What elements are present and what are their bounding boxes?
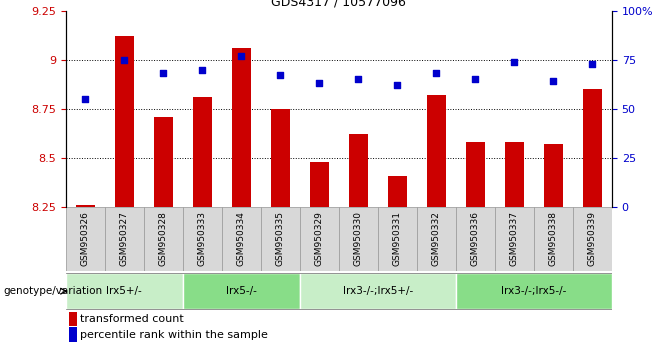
Bar: [495, 207, 534, 271]
Point: [314, 80, 324, 86]
Bar: [456, 273, 612, 309]
Bar: [232, 48, 251, 207]
Text: GSM950329: GSM950329: [315, 211, 324, 267]
Bar: [153, 117, 173, 207]
Point: [80, 96, 91, 102]
Bar: [466, 142, 485, 207]
Bar: [66, 273, 183, 309]
Bar: [300, 207, 339, 271]
Text: lrx3-/-;lrx5-/-: lrx3-/-;lrx5-/-: [501, 286, 567, 296]
Bar: [456, 207, 495, 271]
Point: [158, 71, 168, 76]
Point: [470, 76, 480, 82]
Text: lrx3-/-;lrx5+/-: lrx3-/-;lrx5+/-: [343, 286, 413, 296]
Text: GSM950338: GSM950338: [549, 211, 558, 267]
Point: [119, 57, 130, 63]
Text: GSM950333: GSM950333: [198, 211, 207, 267]
Point: [548, 79, 559, 84]
Bar: [339, 207, 378, 271]
Bar: [66, 207, 105, 271]
Text: genotype/variation: genotype/variation: [3, 286, 103, 296]
Point: [431, 71, 442, 76]
Point: [275, 73, 286, 78]
Bar: [378, 207, 417, 271]
Point: [236, 53, 247, 59]
Text: lrx5-/-: lrx5-/-: [226, 286, 257, 296]
Text: GSM950327: GSM950327: [120, 211, 129, 267]
Text: GSM950334: GSM950334: [237, 211, 246, 267]
Text: GSM950337: GSM950337: [510, 211, 519, 267]
Bar: [114, 36, 134, 207]
Bar: [300, 273, 456, 309]
Bar: [349, 135, 368, 207]
Bar: [193, 97, 212, 207]
Text: lrx5+/-: lrx5+/-: [107, 286, 142, 296]
Text: GSM950336: GSM950336: [471, 211, 480, 267]
Point: [392, 82, 403, 88]
Bar: [105, 207, 144, 271]
Bar: [583, 89, 602, 207]
Point: [353, 76, 364, 82]
Bar: [426, 95, 446, 207]
Text: GSM950328: GSM950328: [159, 211, 168, 267]
Point: [509, 59, 520, 64]
Point: [587, 61, 597, 67]
Bar: [310, 162, 329, 207]
Bar: [76, 205, 95, 207]
Text: GSM950335: GSM950335: [276, 211, 285, 267]
Bar: [534, 207, 573, 271]
Bar: [270, 109, 290, 207]
Bar: [144, 207, 183, 271]
Text: GSM950339: GSM950339: [588, 211, 597, 267]
Text: GSM950330: GSM950330: [354, 211, 363, 267]
Bar: [573, 207, 612, 271]
Bar: [183, 273, 300, 309]
Point: [197, 67, 208, 73]
Bar: [505, 142, 524, 207]
Bar: [544, 144, 563, 207]
Bar: [183, 207, 222, 271]
Title: GDS4317 / 10577096: GDS4317 / 10577096: [272, 0, 406, 8]
Text: GSM950332: GSM950332: [432, 211, 441, 267]
Bar: [388, 176, 407, 207]
Bar: [261, 207, 300, 271]
Text: percentile rank within the sample: percentile rank within the sample: [80, 330, 268, 339]
Text: transformed count: transformed count: [80, 314, 184, 324]
Bar: [222, 207, 261, 271]
Bar: [417, 207, 456, 271]
Text: GSM950331: GSM950331: [393, 211, 402, 267]
Text: GSM950326: GSM950326: [81, 211, 89, 267]
